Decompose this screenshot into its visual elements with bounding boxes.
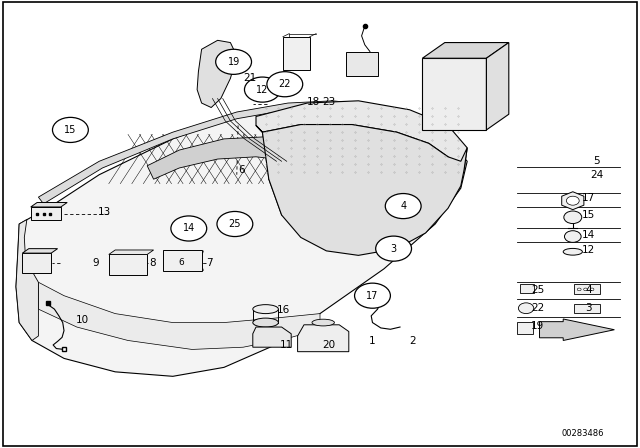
Text: 19: 19: [531, 321, 544, 331]
Polygon shape: [197, 40, 237, 108]
Bar: [283, 37, 310, 70]
Bar: [574, 284, 600, 294]
Polygon shape: [540, 319, 614, 340]
Text: 4: 4: [400, 201, 406, 211]
Text: 00283486: 00283486: [561, 429, 604, 438]
Text: 16: 16: [277, 305, 290, 315]
Circle shape: [518, 303, 534, 314]
Circle shape: [566, 196, 579, 205]
Text: 6: 6: [239, 165, 245, 175]
Polygon shape: [298, 325, 349, 352]
Text: 13: 13: [98, 207, 111, 217]
Polygon shape: [225, 214, 242, 231]
Text: 7: 7: [207, 258, 213, 268]
Circle shape: [590, 288, 594, 291]
Polygon shape: [486, 43, 509, 130]
Polygon shape: [253, 327, 291, 347]
Bar: [163, 250, 202, 271]
Text: 8: 8: [149, 258, 156, 268]
Polygon shape: [31, 207, 61, 220]
Polygon shape: [147, 137, 333, 179]
Circle shape: [385, 194, 421, 219]
Bar: [346, 52, 378, 76]
Text: 17: 17: [582, 193, 595, 203]
Polygon shape: [38, 282, 320, 349]
Circle shape: [355, 283, 390, 308]
Text: 10: 10: [76, 315, 88, 325]
Polygon shape: [256, 101, 467, 170]
Circle shape: [584, 288, 588, 291]
Text: 12: 12: [582, 245, 595, 255]
Text: 3: 3: [586, 303, 592, 313]
Text: 11: 11: [280, 340, 293, 350]
Circle shape: [244, 77, 280, 102]
Ellipse shape: [253, 318, 278, 327]
Text: 12: 12: [256, 85, 269, 95]
Bar: [520, 284, 534, 293]
Bar: [517, 322, 533, 334]
Text: 14: 14: [582, 230, 595, 240]
Text: 9: 9: [93, 258, 99, 268]
Bar: [574, 304, 600, 313]
Text: 25: 25: [228, 219, 241, 229]
Circle shape: [564, 211, 582, 224]
Text: 20: 20: [322, 340, 335, 350]
Ellipse shape: [312, 319, 334, 326]
Circle shape: [52, 117, 88, 142]
Text: 5: 5: [593, 156, 600, 166]
Text: 19: 19: [227, 57, 240, 67]
Text: 22: 22: [531, 303, 544, 313]
Text: 2: 2: [410, 336, 416, 346]
Ellipse shape: [253, 305, 278, 314]
Circle shape: [564, 231, 581, 242]
Polygon shape: [422, 58, 486, 130]
Text: 17: 17: [366, 291, 379, 301]
Text: 14: 14: [182, 224, 195, 233]
Circle shape: [376, 236, 412, 261]
Text: 6: 6: [179, 258, 184, 267]
Circle shape: [171, 216, 207, 241]
Polygon shape: [22, 249, 58, 253]
Ellipse shape: [563, 248, 582, 255]
Text: 18: 18: [307, 97, 320, 107]
Text: 4: 4: [586, 285, 592, 295]
Circle shape: [216, 49, 252, 74]
Polygon shape: [422, 43, 509, 58]
Polygon shape: [38, 101, 365, 204]
Polygon shape: [31, 202, 67, 207]
Text: 23: 23: [323, 97, 335, 107]
Text: 1: 1: [369, 336, 376, 346]
Text: 15: 15: [582, 210, 595, 220]
Bar: [109, 254, 147, 275]
Polygon shape: [109, 250, 154, 254]
Polygon shape: [256, 125, 467, 255]
Text: 21: 21: [243, 73, 256, 83]
Polygon shape: [16, 220, 38, 340]
Circle shape: [577, 288, 581, 291]
Polygon shape: [22, 253, 51, 273]
Circle shape: [267, 72, 303, 97]
Circle shape: [217, 211, 253, 237]
Text: 15: 15: [64, 125, 77, 135]
Text: 24: 24: [590, 170, 603, 180]
Text: 3: 3: [390, 244, 397, 254]
Text: 25: 25: [531, 285, 544, 295]
Polygon shape: [16, 105, 467, 376]
Text: 22: 22: [278, 79, 291, 89]
